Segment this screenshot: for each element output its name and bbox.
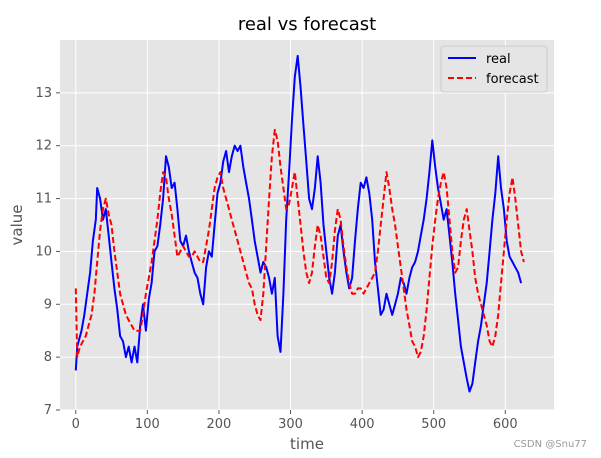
y-tick-label: 7 [44, 403, 52, 418]
y-tick-label: 8 [44, 350, 52, 365]
y-tick-label: 9 [44, 297, 52, 312]
series-line-real [74, 54, 523, 393]
x-tick-label: 0 [72, 417, 80, 432]
legend-label-real: real [486, 52, 511, 67]
plot-background [60, 40, 554, 410]
watermark: CSDN @Snu77 [513, 439, 587, 450]
chart-title: real vs forecast [238, 14, 376, 35]
y-tick-label: 12 [35, 139, 52, 154]
legend: real forecast [440, 45, 548, 93]
series-line-forecast [74, 128, 525, 359]
x-tick-label: 200 [207, 417, 232, 432]
y-tick-label: 11 [35, 192, 52, 207]
grid [60, 40, 554, 411]
x-tick-label: 300 [278, 417, 303, 432]
legend-label-forecast: forecast [486, 72, 539, 87]
x-tick-label: 400 [350, 417, 375, 432]
series-lines [74, 54, 525, 393]
x-tick-label: 100 [135, 417, 160, 432]
y-tick-label: 13 [35, 86, 52, 101]
y-tick-label: 10 [35, 244, 52, 259]
y-axis-label: value [8, 205, 26, 246]
x-axis-label: time [290, 435, 324, 453]
x-tick-label: 500 [421, 417, 446, 432]
axis-ticks: 0 100 200 300 400 500 600 7 8 9 10 11 12 13 [35, 86, 517, 432]
x-tick-label: 600 [493, 417, 518, 432]
